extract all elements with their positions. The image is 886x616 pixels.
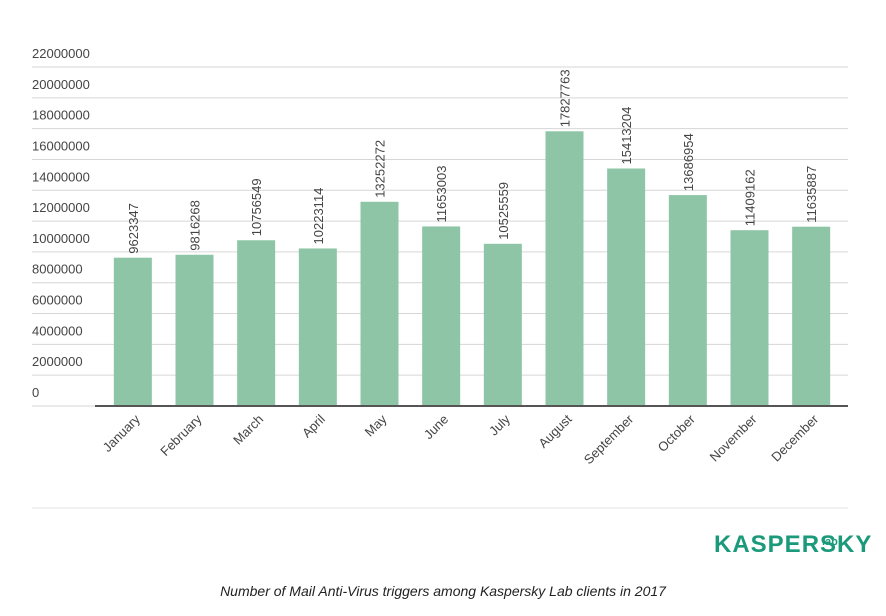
data-label: 11409162: [743, 169, 758, 226]
bar: [237, 240, 276, 406]
y-tick-label: 0: [32, 385, 39, 400]
bar: [483, 243, 522, 406]
x-tick-label: March: [230, 412, 266, 448]
x-tick-label: February: [157, 411, 205, 459]
data-label: 10223114: [311, 188, 326, 245]
y-tick-label: 22000000: [32, 46, 90, 61]
caption: Number of Mail Anti-Virus triggers among…: [220, 583, 667, 599]
x-tick-label: December: [768, 411, 821, 464]
x-tick-label: July: [486, 411, 513, 438]
y-tick-label: 6000000: [32, 293, 83, 308]
data-label: 17827763: [558, 69, 573, 127]
y-tick-label: 2000000: [32, 354, 83, 369]
x-tick-label: November: [707, 411, 760, 464]
x-tick-label: April: [299, 411, 328, 440]
x-tick-label: January: [100, 411, 144, 455]
data-label: 9623347: [126, 203, 141, 254]
y-tick-label: 14000000: [32, 169, 90, 184]
x-tick-label: May: [362, 411, 390, 439]
bar: [607, 168, 646, 406]
x-tick-label: September: [581, 411, 637, 467]
data-label: 10756549: [249, 178, 264, 236]
bar: [422, 226, 461, 406]
y-tick-label: 12000000: [32, 200, 90, 215]
y-tick-label: 10000000: [32, 231, 90, 246]
bar: [792, 226, 831, 406]
data-label: 13252272: [373, 140, 388, 198]
y-tick-label: 18000000: [32, 108, 90, 123]
bar: [360, 201, 399, 406]
x-tick-label: August: [535, 411, 574, 450]
y-tick-label: 16000000: [32, 138, 90, 153]
logo: KASPERSKY: [714, 531, 872, 558]
bar: [298, 248, 337, 406]
bar: [545, 131, 584, 406]
y-tick-label: 4000000: [32, 323, 83, 338]
y-tick-label: 8000000: [32, 262, 83, 277]
bar: [113, 257, 152, 406]
data-label: 11635887: [804, 166, 819, 223]
x-tick-label: October: [655, 411, 699, 455]
x-tick-label: June: [421, 412, 452, 443]
bar: [668, 195, 707, 406]
bar: [175, 254, 214, 406]
bar: [730, 230, 769, 406]
data-label: 11653003: [434, 166, 449, 223]
logo-suffix: lab: [822, 536, 838, 548]
data-label: 13686954: [681, 133, 696, 191]
data-label: 9816268: [188, 200, 203, 251]
data-label: 15413204: [619, 107, 634, 165]
data-label: 10525559: [496, 182, 511, 240]
y-tick-label: 20000000: [32, 77, 90, 92]
